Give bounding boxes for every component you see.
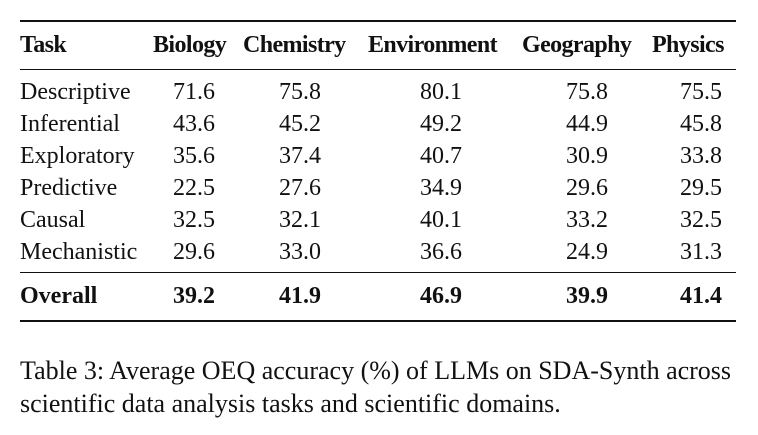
cell-environment: 49.2 xyxy=(420,110,462,137)
header-environment: Environment xyxy=(368,32,498,58)
cell-biology: 71.6 xyxy=(173,78,215,105)
overall-environment: 46.9 xyxy=(420,283,462,309)
row-label: Mechanistic xyxy=(20,238,138,265)
row-label: Causal xyxy=(20,206,86,233)
cell-geography: 75.8 xyxy=(566,78,608,105)
cell-geography: 33.2 xyxy=(566,206,608,233)
cell-chemistry: 45.2 xyxy=(279,110,321,137)
row-label: Inferential xyxy=(20,110,120,137)
overall-biology: 39.2 xyxy=(173,283,215,309)
cell-geography: 30.9 xyxy=(566,142,608,169)
table-caption: Table 3: Average OEQ accuracy (%) of LLM… xyxy=(20,356,732,418)
cell-geography: 29.6 xyxy=(566,174,608,201)
table-row: Inferential 43.6 45.2 49.2 44.9 45.8 xyxy=(20,108,736,140)
cell-chemistry: 27.6 xyxy=(279,174,321,201)
table-row: Predictive 22.5 27.6 34.9 29.6 29.5 xyxy=(20,172,736,204)
cell-environment: 40.7 xyxy=(420,142,462,169)
header-physics: Physics xyxy=(652,32,724,58)
cell-chemistry: 75.8 xyxy=(279,78,321,105)
cell-environment: 36.6 xyxy=(420,238,462,265)
cell-chemistry: 32.1 xyxy=(279,206,321,233)
cell-geography: 44.9 xyxy=(566,110,608,137)
header-task: Task xyxy=(20,32,67,58)
cell-physics: 32.5 xyxy=(680,206,722,233)
header-geography: Geography xyxy=(522,32,632,58)
row-label: Predictive xyxy=(20,174,118,201)
overall-row: Overall 39.2 41.9 46.9 39.9 41.4 xyxy=(20,272,736,321)
cell-environment: 40.1 xyxy=(420,206,462,233)
overall-physics: 41.4 xyxy=(680,283,722,309)
results-table: Task Biology Chemistry Environment Geogr… xyxy=(20,20,736,322)
cell-physics: 29.5 xyxy=(680,174,722,201)
cell-biology: 29.6 xyxy=(173,238,215,265)
row-label: Descriptive xyxy=(20,78,131,105)
row-label: Exploratory xyxy=(20,142,135,169)
cell-biology: 22.5 xyxy=(173,174,215,201)
cell-environment: 80.1 xyxy=(420,78,462,105)
cell-chemistry: 33.0 xyxy=(279,238,321,265)
table-header-row: Task Biology Chemistry Environment Geogr… xyxy=(20,21,736,70)
table-row: Mechanistic 29.6 33.0 36.6 24.9 31.3 xyxy=(20,236,736,273)
cell-biology: 43.6 xyxy=(173,110,215,137)
cell-biology: 32.5 xyxy=(173,206,215,233)
overall-geography: 39.9 xyxy=(566,283,608,309)
overall-label: Overall xyxy=(20,283,98,309)
cell-chemistry: 37.4 xyxy=(279,142,321,169)
results-table-container: Task Biology Chemistry Environment Geogr… xyxy=(20,20,736,322)
table-row: Descriptive 71.6 75.8 80.1 75.8 75.5 xyxy=(20,70,736,109)
table-row: Exploratory 35.6 37.4 40.7 30.9 33.8 xyxy=(20,140,736,172)
cell-physics: 33.8 xyxy=(680,142,722,169)
cell-physics: 45.8 xyxy=(680,110,722,137)
overall-chemistry: 41.9 xyxy=(279,283,321,309)
table-row: Causal 32.5 32.1 40.1 33.2 32.5 xyxy=(20,204,736,236)
cell-geography: 24.9 xyxy=(566,238,608,265)
header-biology: Biology xyxy=(153,32,227,58)
cell-environment: 34.9 xyxy=(420,174,462,201)
header-chemistry: Chemistry xyxy=(243,32,346,58)
cell-physics: 31.3 xyxy=(680,238,722,265)
cell-physics: 75.5 xyxy=(680,78,722,105)
cell-biology: 35.6 xyxy=(173,142,215,169)
